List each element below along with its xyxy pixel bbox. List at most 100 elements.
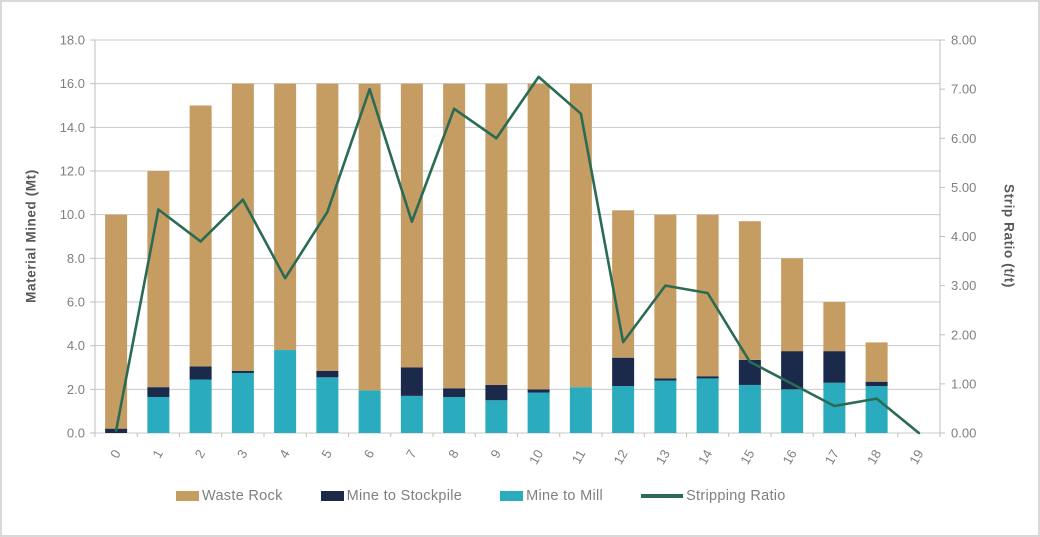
x-axis-label-8: 8: [445, 447, 462, 461]
legend-item-mine-to-mill: Mine to Mill: [500, 488, 603, 504]
bar-waste-rock-17: [823, 302, 846, 352]
stripping-ratio-line: [114, 75, 921, 435]
right-axis-tick-label: 6.00: [951, 131, 976, 146]
bar-waste-rock-11: [569, 83, 592, 388]
right-axis-tick-label: 1.00: [951, 376, 976, 391]
bar-mine-to-mill-7: [400, 395, 423, 433]
bar-mine-to-stockpile-17: [823, 351, 846, 383]
x-axis-label-10: 10: [526, 447, 546, 467]
x-axis-label-3: 3: [234, 447, 251, 461]
bar-mine-to-mill-15: [738, 384, 761, 433]
bar-mine-to-mill-16: [781, 389, 804, 433]
bar-mine-to-mill-2: [189, 379, 212, 433]
left-axis-tick-label: 12.0: [60, 164, 85, 179]
left-axis-tick-label: 0.0: [67, 426, 85, 441]
bar-mine-to-mill-8: [443, 396, 466, 433]
bar-waste-rock-16: [781, 258, 804, 352]
bar-waste-rock-13: [654, 214, 677, 379]
bar-mine-to-stockpile-3: [231, 370, 254, 373]
right-axis-tick-label: 2.00: [951, 327, 976, 342]
right-axis-tick-label: 5.00: [951, 180, 976, 195]
bar-mine-to-mill-17: [823, 382, 846, 433]
bar-mine-to-mill-12: [612, 386, 635, 433]
left-axis-tick-label: 4.0: [67, 338, 85, 353]
bar-mine-to-mill-3: [231, 372, 254, 433]
x-axis-label-15: 15: [737, 447, 757, 467]
legend-label: Waste Rock: [202, 488, 283, 504]
bar-mine-to-mill-5: [316, 377, 339, 433]
bar-waste-rock-2: [189, 105, 212, 367]
x-axis-label-11: 11: [569, 447, 589, 466]
legend-item-stripping-ratio: Stripping Ratio: [641, 488, 786, 504]
bar-mine-to-stockpile-8: [443, 388, 466, 397]
bar-mine-to-mill-4: [274, 350, 297, 433]
bar-waste-rock-3: [231, 83, 254, 371]
bar-waste-rock-5: [316, 83, 339, 371]
right-axis-tick-label: 3.00: [951, 278, 976, 293]
stripping-ratio-line-swatch-icon: [641, 494, 684, 498]
right-axis-tick-label: 4.00: [951, 229, 976, 244]
bar-waste-rock-4: [274, 83, 297, 351]
x-axis-label-1: 1: [149, 447, 166, 461]
legend-item-waste-rock: Waste Rock: [176, 488, 283, 504]
x-axis-label-16: 16: [779, 447, 799, 467]
x-axis-label-19: 19: [906, 447, 926, 467]
bar-mine-to-mill-9: [485, 400, 508, 433]
bar-mine-to-mill-13: [654, 380, 677, 433]
bar-waste-rock-7: [400, 83, 423, 368]
bar-mine-to-stockpile-18: [865, 381, 888, 387]
x-axis-label-13: 13: [653, 447, 673, 467]
waste-rock-swatch-icon: [176, 491, 199, 501]
bar-mine-to-stockpile-12: [612, 357, 635, 387]
bar-mine-to-mill-18: [865, 386, 888, 433]
bar-mine-to-stockpile-15: [738, 359, 761, 385]
x-axis-label-4: 4: [276, 447, 293, 461]
x-axis-label-14: 14: [695, 447, 715, 467]
x-axis-label-0: 0: [107, 447, 124, 461]
bar-mine-to-stockpile-7: [400, 367, 423, 396]
x-axis-label-9: 9: [487, 447, 504, 461]
left-axis-tick-label: 6.0: [67, 295, 85, 310]
left-axis-tick-label: 8.0: [67, 251, 85, 266]
x-axis-label-6: 6: [361, 447, 378, 461]
x-axis-label-17: 17: [822, 447, 842, 467]
bar-mine-to-stockpile-10: [527, 389, 550, 393]
left-axis-title: Material Mined (Mt): [23, 169, 39, 303]
mine-to-mill-swatch-icon: [500, 491, 524, 501]
bar-mine-to-stockpile-1: [147, 387, 170, 397]
bar-waste-rock-10: [527, 83, 550, 390]
bar-mine-to-stockpile-13: [654, 378, 677, 381]
bar-mine-to-stockpile-5: [316, 370, 339, 378]
legend-label: Stripping Ratio: [686, 488, 786, 504]
x-axis-label-2: 2: [192, 447, 209, 461]
bar-mine-to-mill-10: [527, 392, 550, 433]
bar-mine-to-stockpile-14: [696, 376, 719, 379]
right-axis-tick-label: 7.00: [951, 82, 976, 97]
bar-mine-to-mill-11: [569, 387, 592, 433]
bar-mine-to-mill-6: [358, 390, 381, 433]
bar-waste-rock-9: [485, 83, 508, 385]
left-axis-tick-label: 18.0: [60, 33, 85, 48]
bar-waste-rock-0: [105, 214, 128, 429]
left-axis-tick-label: 2.0: [67, 382, 85, 397]
bar-waste-rock-6: [358, 83, 381, 391]
bar-waste-rock-8: [443, 83, 466, 389]
mine-to-stockpile-swatch-icon: [320, 491, 344, 501]
x-axis-label-18: 18: [864, 447, 884, 467]
right-axis-tick-label: 8.00: [951, 33, 976, 48]
bar-mine-to-mill-1: [147, 396, 170, 433]
bar-mine-to-mill-14: [696, 378, 719, 433]
right-axis-title: Strip Ratio (t/t): [1001, 184, 1017, 288]
left-axis-tick-label: 16.0: [60, 76, 85, 91]
chart-legend: Waste Rock Mine to Stockpile Mine to Mil…: [176, 488, 786, 504]
legend-label: Mine to Stockpile: [346, 488, 463, 504]
x-axis-label-5: 5: [318, 447, 335, 461]
x-axis-label-12: 12: [610, 447, 630, 467]
bar-mine-to-stockpile-9: [485, 384, 508, 401]
bar-waste-rock-12: [612, 210, 635, 358]
legend-label: Mine to Mill: [526, 488, 604, 504]
bar-mine-to-stockpile-2: [189, 366, 212, 380]
left-axis-tick-label: 14.0: [60, 120, 85, 135]
legend-item-mine-to-stockpile: Mine to Stockpile: [320, 488, 463, 504]
